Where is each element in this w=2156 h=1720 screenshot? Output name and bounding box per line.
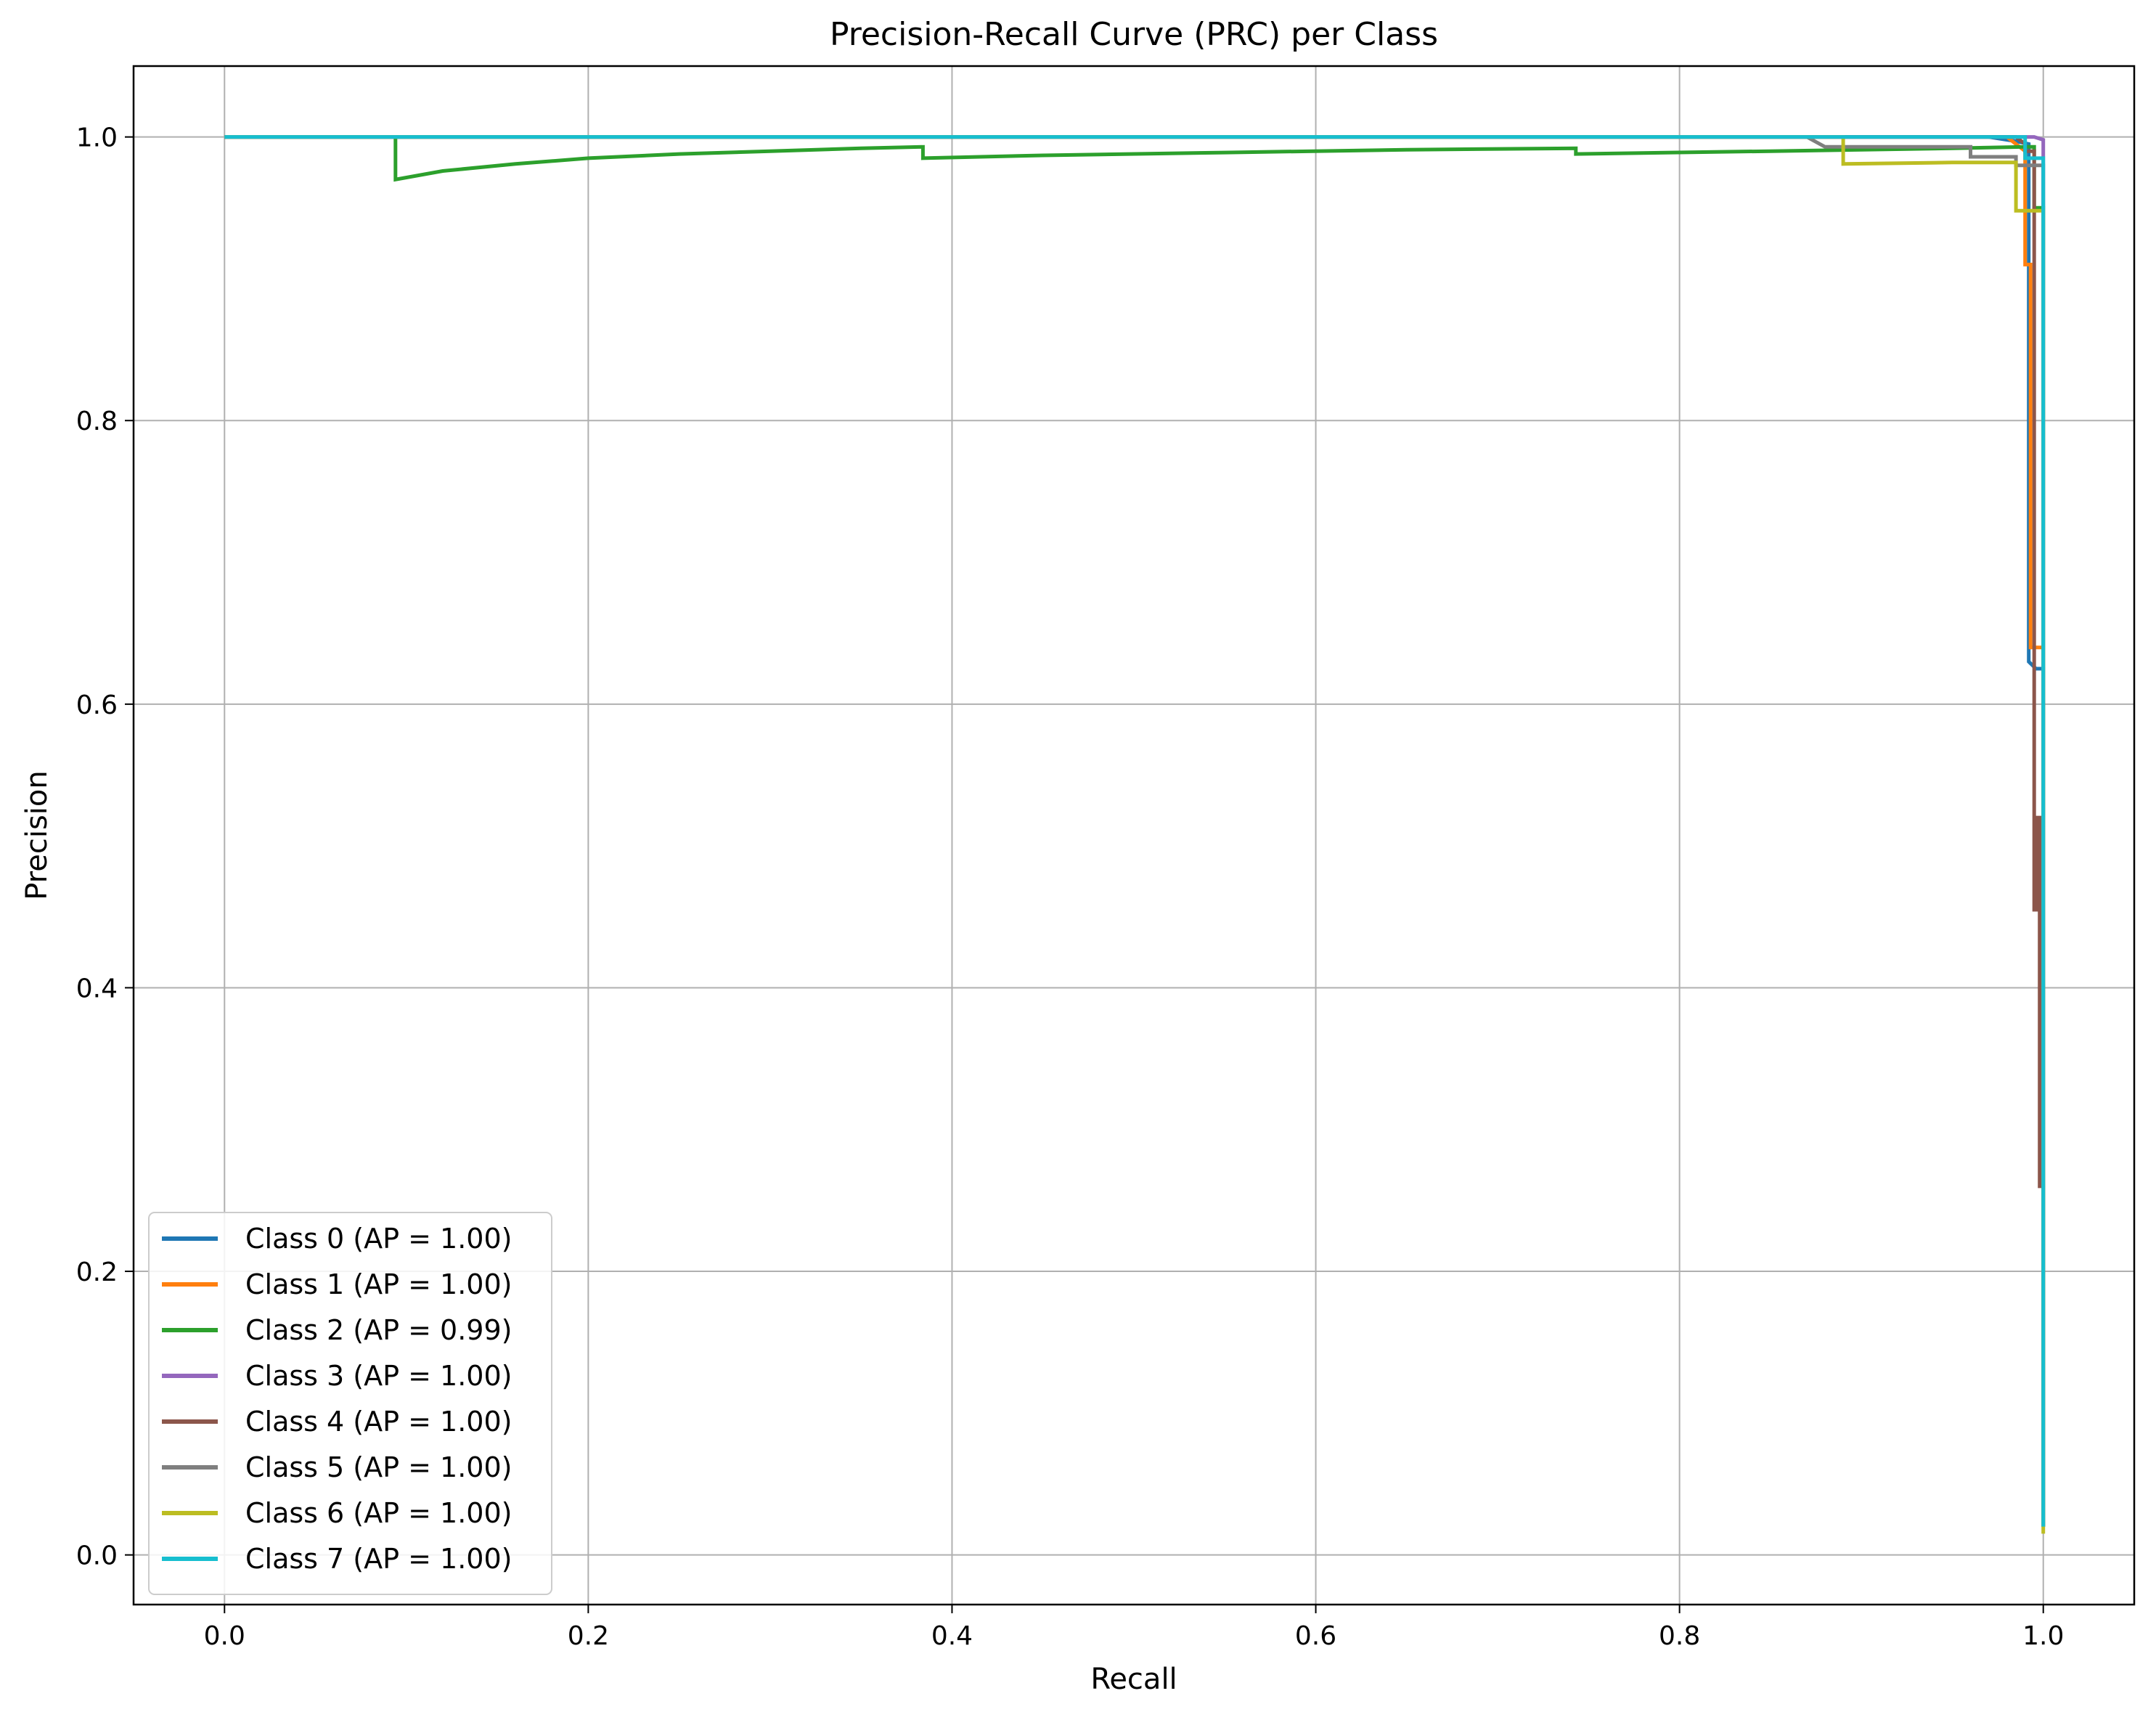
x-tick-label: 0.8 [1659, 1621, 1700, 1651]
y-tick-label: 0.8 [76, 407, 118, 436]
legend-label-class-2: Class 2 (AP = 0.99) [245, 1314, 512, 1346]
y-tick-label: 0.6 [76, 690, 118, 720]
y-tick-label: 0.4 [76, 974, 118, 1003]
legend-label-class-1: Class 1 (AP = 1.00) [245, 1268, 512, 1300]
y-axis-label: Precision [20, 770, 54, 900]
y-tick-label: 0.0 [76, 1541, 118, 1571]
y-tick-label: 0.2 [76, 1258, 118, 1287]
legend-label-class-4: Class 4 (AP = 1.00) [245, 1406, 512, 1438]
series-line-class-1 [224, 135, 2046, 1527]
legend-label-class-5: Class 5 (AP = 1.00) [245, 1451, 512, 1483]
legend-label-class-3: Class 3 (AP = 1.00) [245, 1360, 512, 1392]
x-tick-label: 0.2 [568, 1621, 609, 1651]
x-axis-label: Recall [1090, 1663, 1177, 1696]
chart-title: Precision-Recall Curve (PRC) per Class [830, 16, 1438, 53]
legend-label-class-0: Class 0 (AP = 1.00) [245, 1223, 512, 1255]
series-line-class-2 [224, 135, 2046, 1527]
legend-label-class-6: Class 6 (AP = 1.00) [245, 1497, 512, 1529]
series-line-class-6 [224, 135, 2046, 1534]
axis-ticks: 0.0 0.2 0.4 0.6 0.8 1.0 0.0 0.2 0.4 0.6 0.8 1.0 [76, 123, 2065, 1651]
x-tick-label: 1.0 [2022, 1621, 2064, 1651]
plot-frame [132, 65, 2136, 1606]
series-line-class-7 [224, 135, 2046, 1527]
x-tick-label: 0.4 [931, 1621, 973, 1651]
legend: Class 0 (AP = 1.00) Class 1 (AP = 1.00) Cl… [148, 1212, 552, 1595]
x-tick-label: 0.0 [204, 1621, 245, 1651]
series-lines [224, 135, 2046, 1534]
legend-box [148, 1212, 552, 1595]
series-line-class-5 [224, 135, 2046, 1527]
x-tick-label: 0.6 [1295, 1621, 1336, 1651]
y-tick-label: 1.0 [76, 123, 118, 153]
legend-label-class-7: Class 7 (AP = 1.00) [245, 1543, 512, 1575]
